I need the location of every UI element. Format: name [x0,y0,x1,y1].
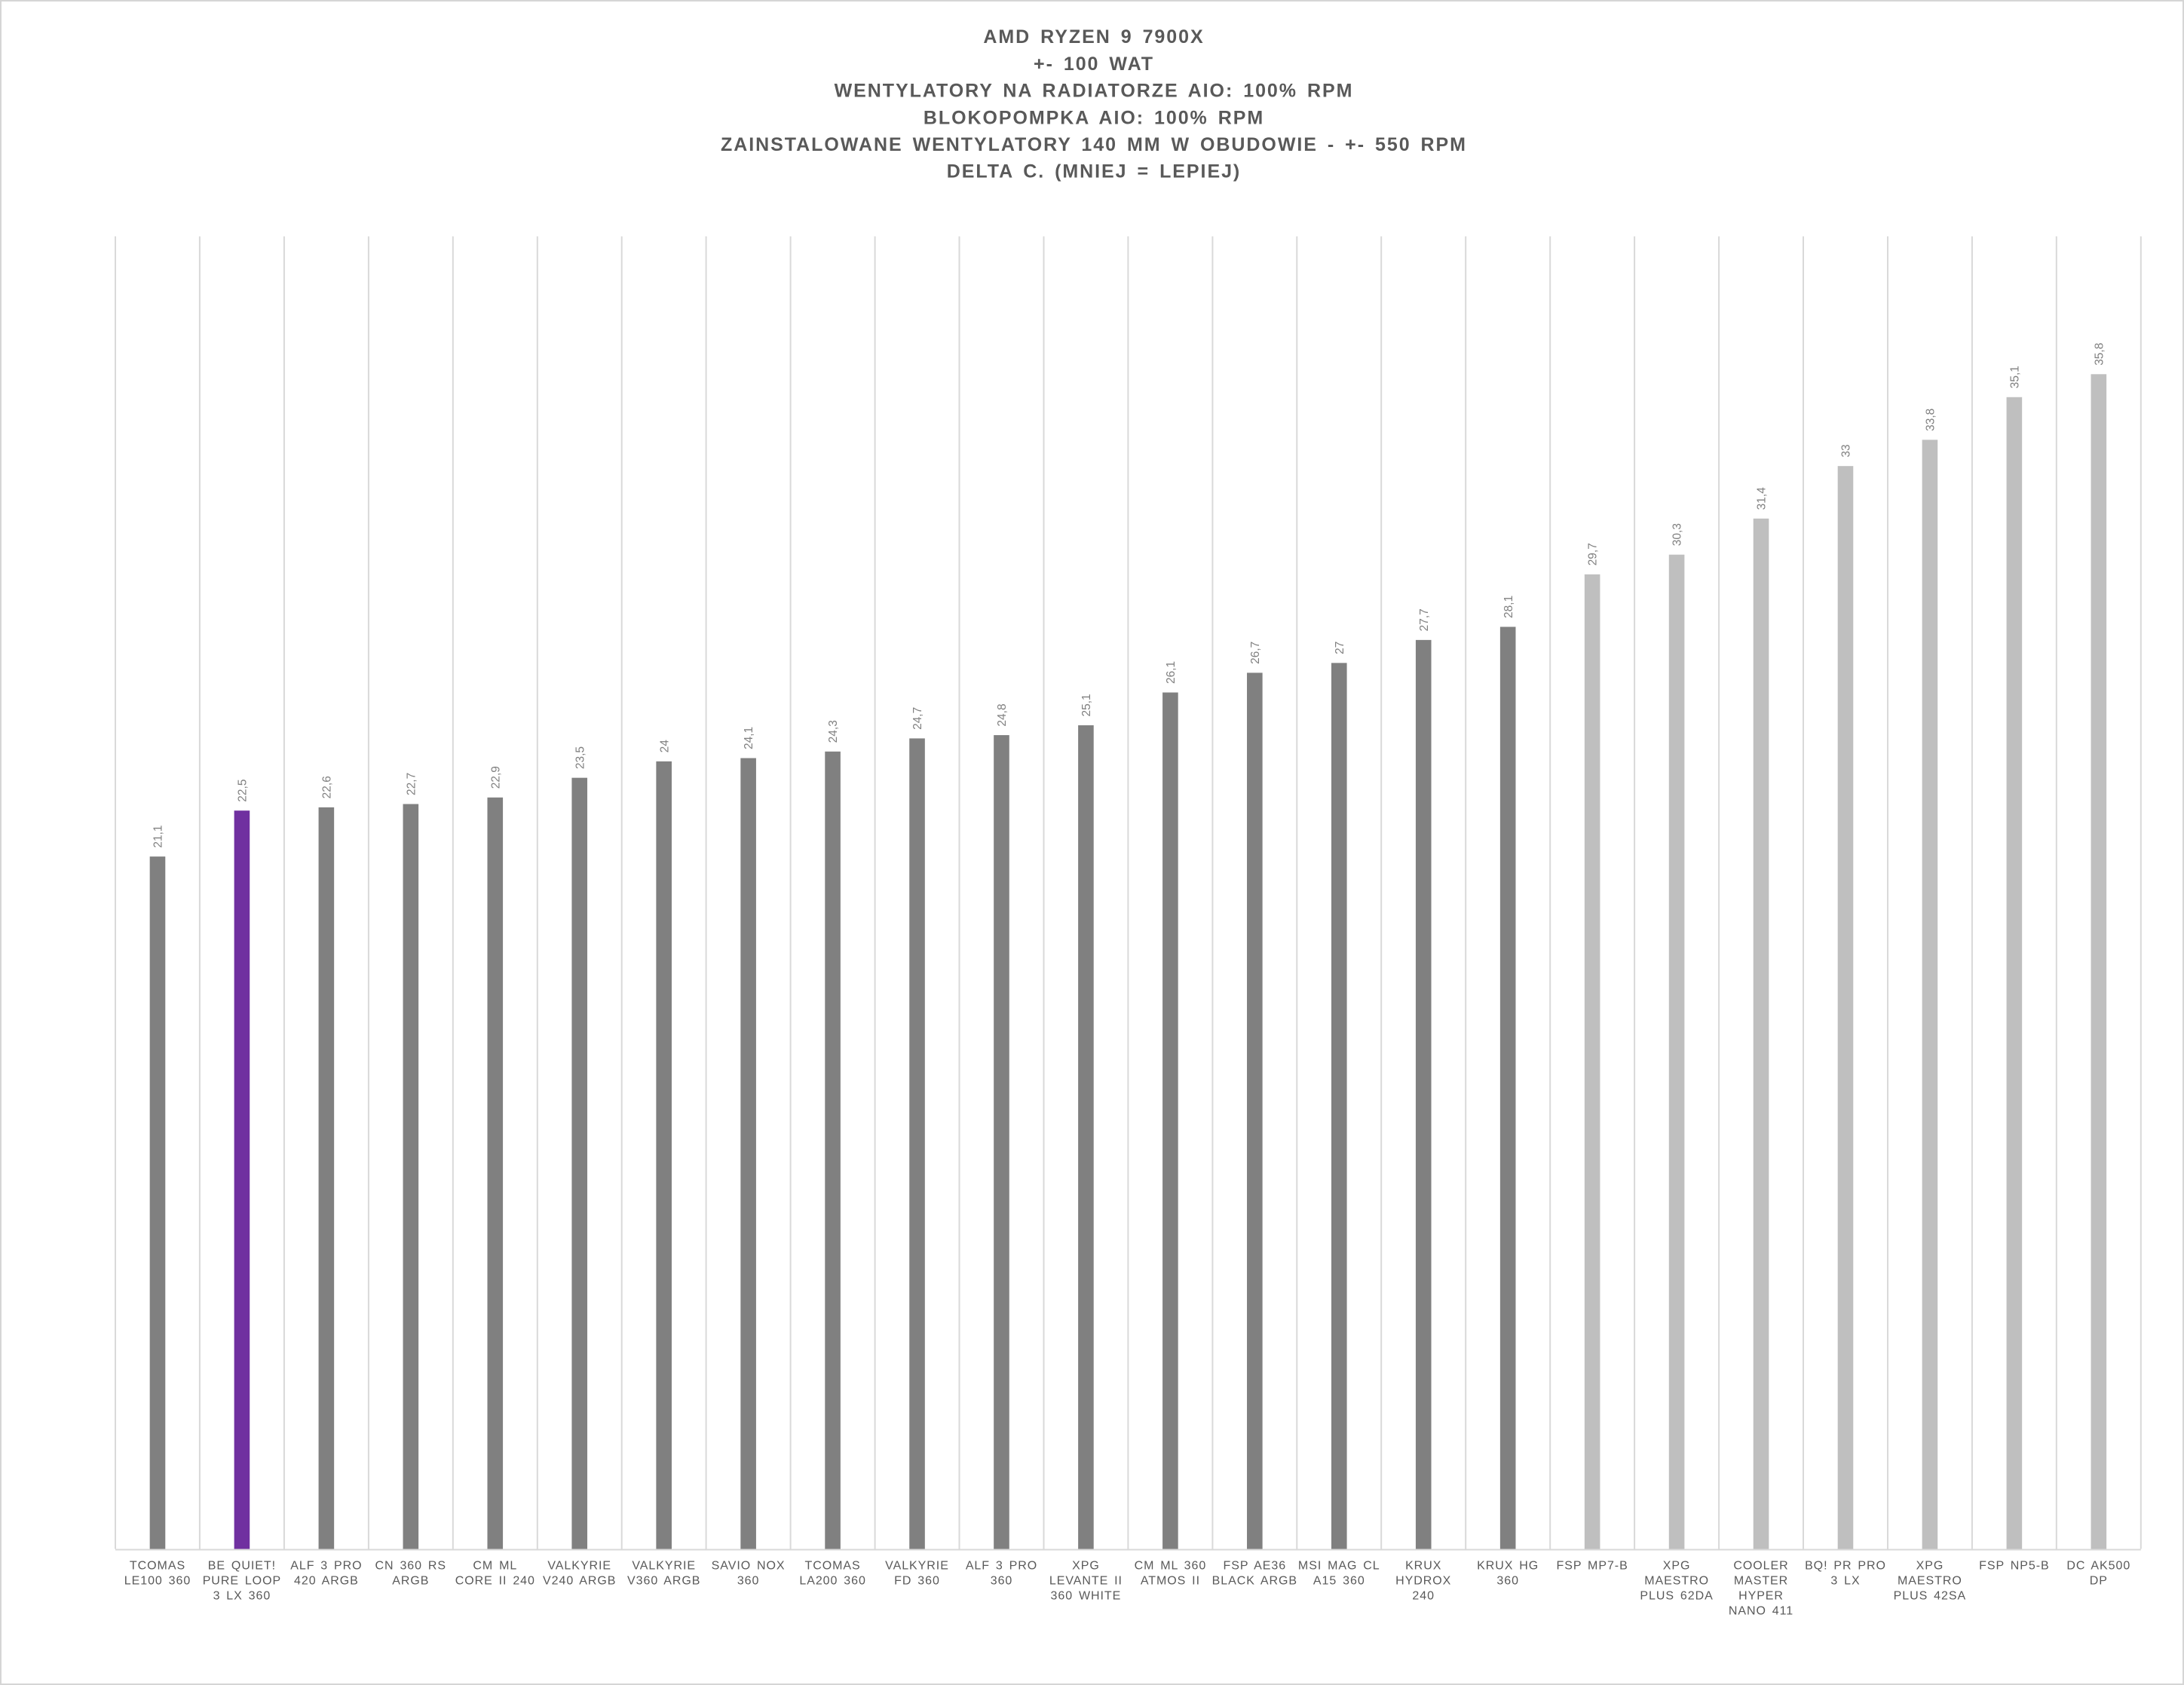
svg-text:22,7: 22,7 [405,773,418,795]
svg-text:21,1: 21,1 [152,825,165,847]
svg-text:23,5: 23,5 [574,746,587,769]
svg-text:35,1: 35,1 [2008,366,2021,388]
svg-text:WENTYLATORY NA RADIATORZE AIO:: WENTYLATORY NA RADIATORZE AIO: 100% RPM [835,81,1354,102]
svg-text:30,3: 30,3 [1671,523,1684,546]
svg-text:33,8: 33,8 [1925,409,1937,431]
svg-text:24,3: 24,3 [827,720,840,743]
svg-text:27: 27 [1334,642,1346,654]
svg-text:25,1: 25,1 [1080,694,1093,716]
svg-text:DELTA C. (MNIEJ = LEPIEJ): DELTA C. (MNIEJ = LEPIEJ) [947,161,1241,182]
svg-text:28,1: 28,1 [1502,596,1515,618]
svg-text:BLOKOPOMPKA AIO: 100% RPM: BLOKOPOMPKA AIO: 100% RPM [924,107,1264,128]
svg-text:24,8: 24,8 [996,703,1009,726]
svg-text:22,5: 22,5 [237,780,250,802]
svg-text:29,7: 29,7 [1587,543,1600,565]
svg-text:33: 33 [1840,444,1853,457]
svg-text:24,1: 24,1 [743,727,755,749]
svg-text:26,1: 26,1 [1165,661,1178,684]
svg-text:AMD RYZEN 9 7900X: AMD RYZEN 9 7900X [983,26,1204,47]
svg-text:24: 24 [658,740,671,753]
svg-text:ZAINSTALOWANE WENTYLATORY 140: ZAINSTALOWANE WENTYLATORY 140 MM W OBUDO… [721,134,1467,155]
svg-text:35,8: 35,8 [2093,343,2106,366]
svg-text:FSP NP5-B: FSP NP5-B [1979,1560,2049,1573]
svg-text:+- 100 WAT: +- 100 WAT [1034,54,1154,75]
svg-text:FSP MP7-B: FSP MP7-B [1556,1560,1628,1573]
svg-text:27,7: 27,7 [1418,608,1431,631]
svg-text:22,6: 22,6 [320,776,333,798]
svg-text:22,9: 22,9 [489,766,502,789]
svg-text:26,7: 26,7 [1249,642,1262,664]
svg-text:31,4: 31,4 [1756,487,1769,510]
svg-text:24,7: 24,7 [911,707,924,730]
